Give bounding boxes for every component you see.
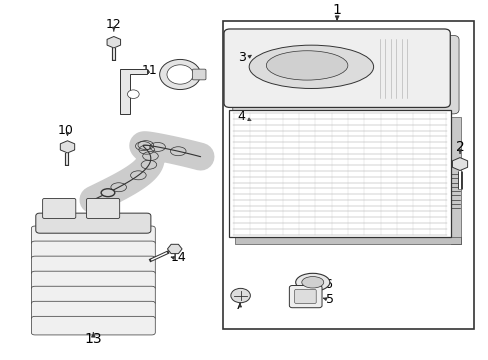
FancyBboxPatch shape (294, 289, 316, 303)
Text: 4: 4 (237, 110, 245, 123)
Polygon shape (451, 158, 467, 171)
Bar (222, 21, 473, 329)
FancyBboxPatch shape (224, 29, 449, 107)
FancyBboxPatch shape (31, 316, 155, 335)
Text: 7: 7 (235, 299, 243, 312)
Text: 10: 10 (58, 124, 73, 137)
FancyBboxPatch shape (42, 198, 76, 219)
Circle shape (127, 90, 139, 99)
FancyBboxPatch shape (31, 286, 155, 305)
FancyBboxPatch shape (31, 256, 155, 275)
FancyBboxPatch shape (31, 301, 155, 320)
FancyBboxPatch shape (36, 213, 151, 233)
Circle shape (166, 65, 193, 84)
Text: 9: 9 (181, 60, 188, 73)
FancyBboxPatch shape (86, 198, 120, 219)
FancyBboxPatch shape (232, 35, 458, 114)
Text: 14: 14 (170, 251, 186, 264)
Text: 6: 6 (324, 278, 332, 291)
Ellipse shape (266, 51, 347, 80)
Ellipse shape (249, 45, 373, 89)
FancyBboxPatch shape (192, 69, 205, 80)
Circle shape (230, 288, 250, 303)
Text: 13: 13 (84, 332, 102, 346)
Ellipse shape (295, 273, 329, 291)
Bar (450, 117, 460, 244)
Text: 8: 8 (110, 215, 118, 228)
Polygon shape (167, 244, 182, 253)
Polygon shape (107, 36, 121, 48)
Text: 11: 11 (141, 64, 157, 77)
Ellipse shape (101, 189, 115, 197)
Text: 1: 1 (332, 3, 341, 17)
Circle shape (159, 59, 200, 90)
Polygon shape (120, 69, 147, 114)
FancyBboxPatch shape (31, 241, 155, 260)
Polygon shape (60, 141, 75, 153)
FancyBboxPatch shape (31, 271, 155, 290)
Bar (234, 238, 460, 244)
Bar (228, 110, 450, 238)
Text: 3: 3 (237, 51, 245, 64)
Text: 12: 12 (106, 18, 122, 31)
FancyBboxPatch shape (31, 226, 155, 245)
Ellipse shape (301, 276, 323, 288)
Text: 2: 2 (455, 140, 464, 154)
Text: 5: 5 (325, 293, 333, 306)
FancyBboxPatch shape (289, 285, 322, 308)
